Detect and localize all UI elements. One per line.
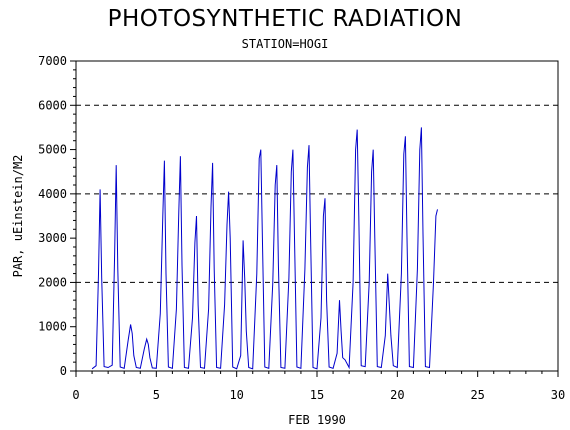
y-tick-label: 1000 xyxy=(38,320,67,334)
x-tick-label: 0 xyxy=(72,388,79,402)
series-layer xyxy=(91,127,438,370)
y-tick-label: 5000 xyxy=(38,143,67,157)
x-tick-label: 10 xyxy=(229,388,243,402)
y-tick-label: 6000 xyxy=(38,98,67,112)
x-tick-label: 5 xyxy=(153,388,160,402)
chart-title: PHOTOSYNTHETIC RADIATION xyxy=(107,6,463,32)
y-tick-label: 2000 xyxy=(38,275,67,289)
x-tick-label: 25 xyxy=(470,388,484,402)
chart-subtitle: STATION=HOGI xyxy=(241,37,329,51)
plot-frame xyxy=(75,60,559,372)
y-tick-label: 4000 xyxy=(38,187,67,201)
y-axis: 0 1000 2000 3000 4000 5000 6000 7000 xyxy=(38,54,76,378)
x-axis: 0 5 10 15 20 25 30 xyxy=(72,371,565,402)
x-axis-label: FEB 1990 xyxy=(288,413,346,427)
y-tick-label: 7000 xyxy=(38,54,67,68)
x-tick-label: 30 xyxy=(551,388,565,402)
x-tick-label: 20 xyxy=(390,388,404,402)
y-axis-label: PAR, uEinstein/M2 xyxy=(11,155,25,278)
y-tick-label: 3000 xyxy=(38,231,67,245)
y-tick-label: 0 xyxy=(60,364,67,378)
reference-lines xyxy=(76,104,558,283)
series-line xyxy=(91,127,438,370)
x-tick-label: 15 xyxy=(310,388,324,402)
